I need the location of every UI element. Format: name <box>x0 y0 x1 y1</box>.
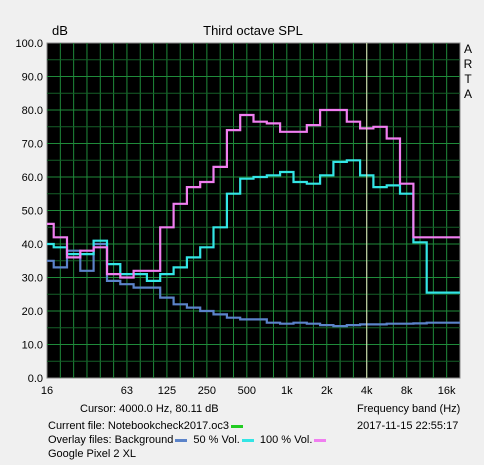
x-tick-label: 16k <box>438 385 456 397</box>
y-tick-label: 0.0 <box>28 373 43 385</box>
y-tick-label: 20.0 <box>22 306 43 318</box>
overlay-50-label: 50 % Vol. <box>193 434 240 446</box>
device-name: Google Pixel 2 XL <box>48 448 137 460</box>
y-tick-label: 90.0 <box>22 72 43 84</box>
side-label-letter: T <box>464 72 472 86</box>
y-tick-label: 50.0 <box>22 206 43 218</box>
overlay-100-label: 100 % Vol. <box>259 434 313 446</box>
y-tick-label: 70.0 <box>22 139 43 151</box>
x-tick-label: 2k <box>321 385 333 397</box>
series-line-100-vol <box>47 108 460 279</box>
y-tick-label: 40.0 <box>22 239 43 251</box>
x-tick-label: 63 <box>121 385 133 397</box>
y-tick-label: 30.0 <box>22 273 43 285</box>
overlay-files-label: Overlay files: Background <box>48 434 174 446</box>
background-swatch <box>175 438 188 442</box>
vol50-swatch <box>241 438 254 442</box>
y-tick-label: 10.0 <box>22 340 43 352</box>
current-file-swatch <box>231 424 243 428</box>
x-tick-label: 8k <box>401 385 413 397</box>
x-tick-label: 4k <box>361 385 373 397</box>
y-tick-label: 80.0 <box>22 105 43 117</box>
cursor-readout: Cursor: 4000.0 Hz, 80.11 dB <box>80 403 219 415</box>
current-file-row: Current file: Notebookcheck2017.oc3 <box>48 420 249 433</box>
series-line-50-vol <box>47 159 460 294</box>
current-file-label: Current file: Notebookcheck2017.oc3 <box>48 420 229 432</box>
y-axis-label: dB <box>52 23 68 38</box>
chart-title: Third octave SPL <box>203 23 303 38</box>
x-tick-label: 1k <box>281 385 293 397</box>
vol100-swatch <box>314 438 327 442</box>
x-tick-label: 250 <box>198 385 216 397</box>
x-tick-label: 500 <box>238 385 256 397</box>
x-tick-label: 125 <box>158 385 176 397</box>
side-label-letter: A <box>464 42 472 56</box>
frequency-band-label: Frequency band (Hz) <box>357 403 461 415</box>
x-tick-label: 16 <box>41 385 53 397</box>
side-label-letter: R <box>464 57 473 71</box>
overlay-files-row: Overlay files: Background 50 % Vol. 100 % … <box>48 434 332 447</box>
y-tick-label: 100.0 <box>15 38 43 50</box>
timestamp: 2017-11-15 22:55:17 <box>357 420 459 432</box>
y-tick-label: 60.0 <box>22 172 43 184</box>
side-label-letter: A <box>464 87 472 101</box>
